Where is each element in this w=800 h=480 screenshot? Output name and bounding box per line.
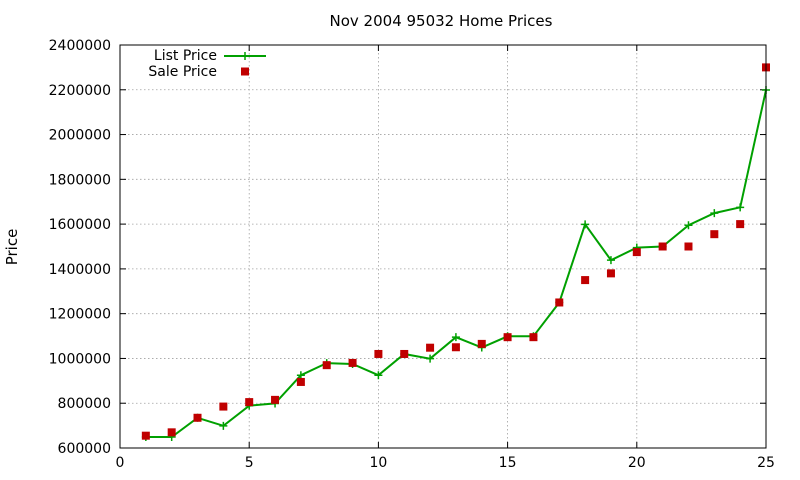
legend-marker-list-price (241, 52, 249, 60)
legend-label-sale-price: Sale Price (148, 64, 217, 80)
plot-border (119, 44, 767, 449)
x-tick-label: 10 (369, 455, 387, 471)
list-price-point (451, 333, 460, 342)
list-price-point (219, 421, 228, 430)
y-tick-label: 2000000 (49, 128, 111, 144)
sale-price-point (296, 377, 305, 386)
sale-price-point (658, 242, 667, 251)
sale-price-point (400, 349, 409, 358)
y-tick-label: 1400000 (49, 262, 111, 278)
sale-price-point (710, 230, 719, 239)
legend-marker-sale-price (241, 67, 249, 76)
sale-price-point (451, 343, 460, 352)
sale-price-point (684, 242, 693, 251)
list-price-point (736, 203, 745, 212)
sale-price-point (219, 402, 228, 411)
y-axis-label: Price (3, 229, 21, 266)
sale-price-point (245, 398, 254, 407)
y-tick-label: 600000 (58, 441, 111, 457)
y-tick-label: 2200000 (49, 83, 111, 99)
sale-price-point (477, 339, 486, 348)
sale-price-point (736, 220, 745, 229)
sale-price-point (632, 248, 641, 257)
sale-price-point (167, 428, 176, 437)
list-price-point (606, 256, 615, 265)
x-tick-label: 15 (499, 455, 517, 471)
sale-price-point (606, 269, 615, 278)
y-tick-label: 1200000 (49, 307, 111, 323)
y-tick-label: 1800000 (49, 172, 111, 188)
legend: List Price Sale Price (148, 48, 266, 80)
sale-price-point (581, 276, 590, 285)
sale-price-point (503, 333, 512, 342)
list-price-point (581, 220, 590, 229)
sale-price-point (193, 413, 202, 422)
list-price-point (426, 354, 435, 363)
sale-price-point (426, 343, 435, 352)
sale-price-point (529, 333, 538, 342)
y-tick-label: 1000000 (49, 351, 111, 367)
x-tick-label: 0 (116, 455, 125, 471)
x-tick-label: 5 (245, 455, 254, 471)
list-price-point (374, 371, 383, 380)
axis-ticks: 0 5 10 15 20 25 600000 800000 1000000 1200000 1400… (49, 38, 775, 471)
sale-price-point (374, 349, 383, 358)
chart-title: Nov 2004 95032 Home Prices (330, 12, 553, 30)
sale-price-point (348, 358, 357, 367)
sale-price-point (322, 361, 331, 370)
x-tick-label: 20 (628, 455, 646, 471)
sale-price-point (555, 298, 564, 307)
list-price-point (684, 221, 693, 230)
x-tick-label: 25 (757, 455, 775, 471)
y-tick-label: 2400000 (49, 38, 111, 54)
legend-label-list-price: List Price (154, 48, 217, 64)
sale-price-point (141, 431, 150, 440)
y-tick-label: 1600000 (49, 217, 111, 233)
list-price-point (710, 209, 719, 218)
sale-price-point (271, 395, 280, 404)
list-price-point (296, 371, 305, 380)
y-tick-label: 800000 (58, 396, 111, 412)
